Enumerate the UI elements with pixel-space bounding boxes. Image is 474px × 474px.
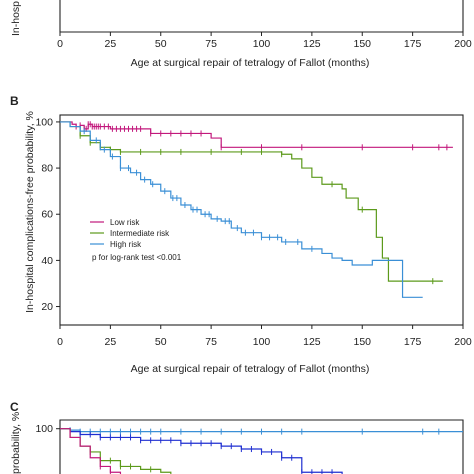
panel-b-label: B — [10, 94, 19, 108]
panel-a-ylabel: In-hosp — [10, 1, 22, 36]
panel-c-label: C — [10, 400, 19, 414]
panel-b-legend: Low risk Intermediate risk High risk p f… — [90, 218, 182, 262]
panel-b-x-ticks: 0 25 50 75 100 125 150 175 200 — [57, 325, 472, 348]
panel-b-ylabel: In-hospital complications-free probabili… — [24, 111, 36, 313]
panel-b-x-tick-label: 100 — [253, 336, 271, 348]
legend-label-intermediate: Intermediate risk — [110, 229, 170, 238]
panel-b-x-tick-label: 0 — [57, 336, 63, 348]
panel-a-x-tick-label: 75 — [205, 38, 217, 50]
panel-b-x-tick-label: 25 — [105, 336, 117, 348]
panel-c-curve-series-2 — [60, 428, 343, 474]
legend-label-high: High risk — [110, 240, 142, 249]
panel-c-y-tick-label: 100 — [35, 423, 53, 435]
panel-c-curves — [60, 427, 463, 474]
panel-b-x-tick-label: 200 — [454, 336, 472, 348]
panel-a-x-tick-label: 100 — [253, 38, 271, 50]
panel-b-curve-intermediate-risk — [60, 121, 443, 282]
panel-a-x-tick-label: 150 — [353, 38, 371, 50]
panel-b-y-ticks: 20 40 60 80 100 — [35, 116, 60, 313]
panel-a-x-tick-label: 50 — [155, 38, 167, 50]
panel-a-x-tick-label: 200 — [454, 38, 472, 50]
panel-b-x-tick-label: 125 — [303, 336, 321, 348]
panel-a-x-tick-label: 125 — [303, 38, 321, 50]
panel-c-curve-series-4 — [60, 428, 122, 474]
panel-b-y-tick-label: 20 — [41, 301, 53, 313]
panel-b-x-tick-label: 175 — [404, 336, 422, 348]
panel-b: B In-hospital complications-free probabi… — [10, 94, 472, 375]
panel-b-x-tick-label: 50 — [155, 336, 167, 348]
panel-c-ylabel: probability, % — [10, 412, 22, 474]
panel-b-x-tick-label: 75 — [205, 336, 217, 348]
panel-a-x-ticks: 0 25 50 75 100 125 150 175 200 — [57, 32, 472, 50]
panel-b-xlabel: Age at surgical repair of tetralogy of F… — [131, 363, 370, 375]
panel-b-y-tick-label: 100 — [35, 116, 53, 128]
panel-a-x-tick-label: 175 — [404, 38, 422, 50]
panel-b-y-tick-label: 40 — [41, 255, 53, 267]
legend-label-low: Low risk — [110, 218, 140, 227]
panel-a-x-tick-label: 25 — [105, 38, 117, 50]
panel-a: In-hosp 0 25 50 75 100 125 150 175 200 Age at su… — [10, 0, 472, 69]
legend-note: p for log-rank test <0.001 — [92, 253, 182, 262]
panel-c-axis-frame — [59, 419, 464, 474]
panel-b-curve-low-risk — [60, 121, 453, 148]
panel-b-curve-high-risk — [60, 121, 423, 298]
panel-b-y-tick-label: 60 — [41, 209, 53, 221]
panel-a-xlabel: Age at surgical repair of tetralogy of F… — [131, 57, 370, 69]
panel-a-axis-frame — [59, 0, 464, 33]
panel-c-curve-series-3 — [60, 428, 172, 474]
panel-b-y-tick-label: 80 — [41, 163, 53, 175]
panel-a-x-tick-label: 0 — [57, 38, 63, 50]
panel-b-x-tick-label: 150 — [353, 336, 371, 348]
panel-b-curves — [60, 121, 453, 298]
